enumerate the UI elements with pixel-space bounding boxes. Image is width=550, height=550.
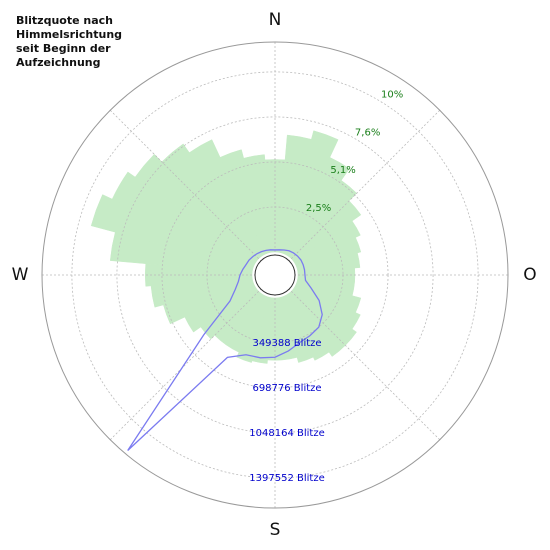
r2-tick-label: 1048164 Blitze: [249, 428, 324, 439]
direction-label: W: [12, 265, 29, 285]
outer-circle: [41, 41, 509, 509]
direction-label: S: [270, 520, 281, 540]
r2-tick-label: 349388 Blitze: [252, 338, 321, 349]
rate-sector: [295, 237, 362, 270]
chart-title: Blitzquote nach: [16, 14, 113, 27]
direction-label: N: [269, 10, 282, 30]
rate-sector: [280, 295, 314, 363]
rate-sector: [296, 252, 361, 274]
chart-title: seit Beginn der: [16, 42, 111, 55]
r-tick-label: 7,6%: [355, 127, 380, 138]
rate-sector: [280, 130, 339, 255]
rate-sector: [90, 194, 255, 270]
direction-label: O: [523, 265, 536, 285]
grid-circle: [161, 161, 389, 389]
count-line: [127, 249, 323, 452]
rate-sector: [111, 171, 257, 266]
grid-circle: [116, 116, 434, 434]
r-tick-label: 5,1%: [330, 165, 355, 176]
rate-sector: [134, 153, 260, 263]
rate-sector: [243, 154, 274, 254]
rate-sector: [219, 149, 270, 255]
r-tick-label: 2,5%: [306, 203, 331, 214]
rate-sector: [284, 157, 350, 257]
rate-sector: [161, 143, 263, 260]
rate-sector: [287, 290, 346, 357]
rate-sector: [284, 293, 330, 361]
rate-sector: [236, 295, 270, 363]
rate-sector: [188, 139, 266, 257]
r-tick-label: 10%: [381, 90, 403, 101]
chart-title: Himmelsrichtung: [16, 28, 122, 41]
chart-title: Aufzeichnung: [16, 56, 100, 69]
grid-circle: [71, 71, 479, 479]
r2-tick-label: 1397552 Blitze: [249, 473, 324, 484]
rate-sector: [290, 200, 362, 263]
r2-tick-label: 698776 Blitze: [252, 383, 321, 394]
rate-sector: [293, 220, 361, 266]
inner-hole: [254, 254, 296, 296]
grid-circle: [206, 206, 344, 344]
